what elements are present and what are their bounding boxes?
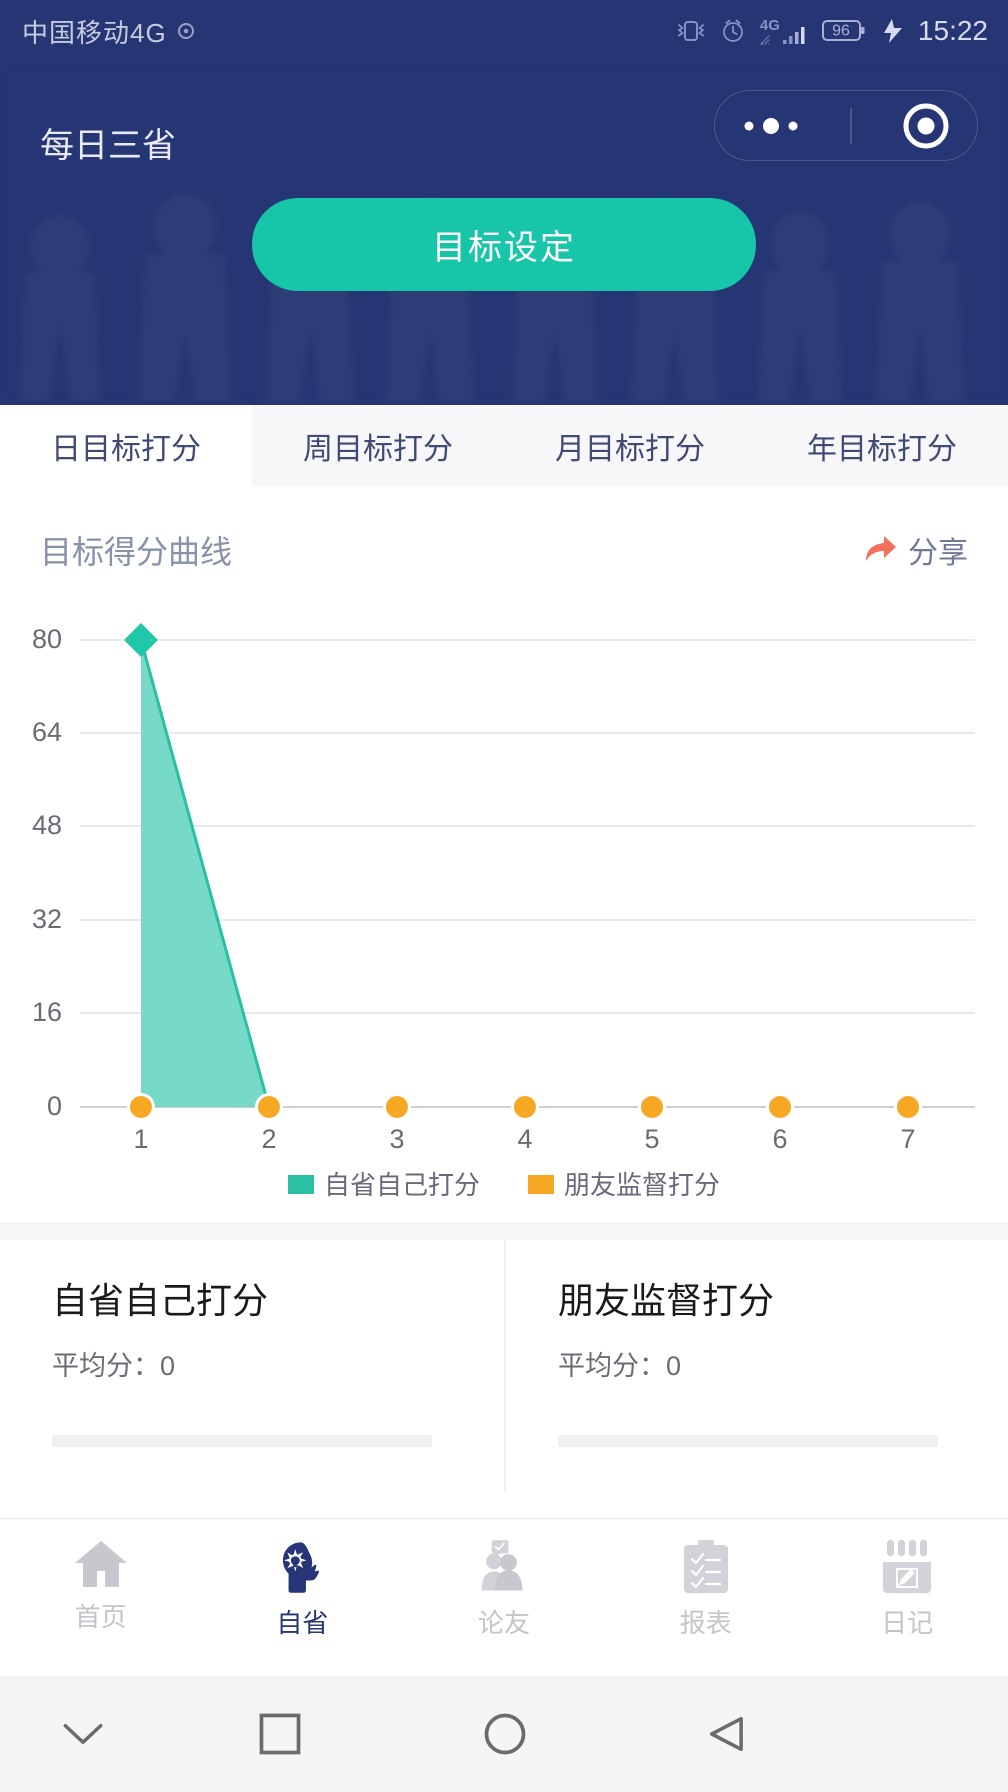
svg-text:5: 5 <box>644 1124 659 1154</box>
svg-text:6: 6 <box>772 1124 787 1154</box>
svg-text:80: 80 <box>32 624 62 654</box>
svg-text:2: 2 <box>261 1124 276 1154</box>
svg-text:96: 96 <box>832 23 850 40</box>
svg-text:7: 7 <box>900 1124 915 1154</box>
svg-text:16: 16 <box>32 997 62 1027</box>
svg-text:48: 48 <box>32 810 62 840</box>
svg-text:0: 0 <box>47 1091 62 1121</box>
svg-text:4: 4 <box>517 1124 532 1154</box>
svg-text:3: 3 <box>389 1124 404 1154</box>
svg-text:64: 64 <box>32 717 62 747</box>
svg-text:1: 1 <box>133 1124 148 1154</box>
svg-text:32: 32 <box>32 904 62 934</box>
